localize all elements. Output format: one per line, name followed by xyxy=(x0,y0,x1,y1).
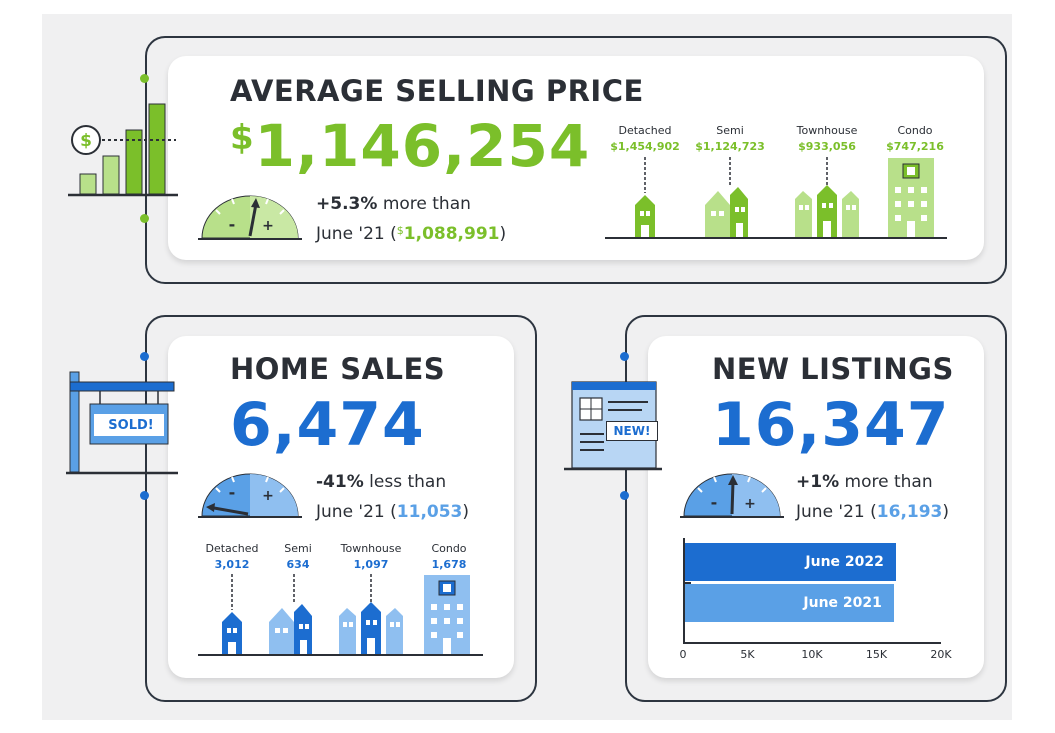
home-sales-title: HOME SALES xyxy=(230,352,446,386)
home-sales-change-text: less than xyxy=(369,472,447,492)
avg-price-outline xyxy=(145,36,1007,284)
home-sales-dot-bottom xyxy=(140,491,149,500)
x-tick-label: 20K xyxy=(930,648,952,661)
avg-price-compare-value: 1,088,991 xyxy=(403,224,500,244)
avg-type-value-townhouse: $933,056 xyxy=(798,140,856,153)
x-tick-label: 5K xyxy=(740,648,755,661)
new-listings-dot-bottom xyxy=(620,491,629,500)
svg-text:-: - xyxy=(711,493,718,512)
new-listings-title: NEW LISTINGS xyxy=(712,352,954,386)
new-listings-compare-line: June '21 (16,193) xyxy=(796,502,949,522)
semi-house-icon xyxy=(705,157,748,237)
avg-price-currency: $ xyxy=(230,118,255,158)
avg-price-value: $1,146,254 xyxy=(230,112,590,180)
svg-text:+: + xyxy=(262,488,274,504)
avg-price-dot-bottom xyxy=(140,214,149,223)
new-listings-compare-value: 16,193 xyxy=(876,502,943,522)
house-types-icons-blue xyxy=(198,574,483,656)
sales-type-label-condo: Condo xyxy=(431,542,467,555)
new-listings-change-line: +1% more than xyxy=(796,472,933,492)
home-sales-dot-top xyxy=(140,352,149,361)
home-sales-change: -41% xyxy=(316,472,364,492)
x-tick-label: 0 xyxy=(679,648,687,661)
gauge-icon-blue-sales: - + xyxy=(198,473,302,518)
avg-price-number: 1,146,254 xyxy=(254,112,591,180)
gauge-icon-blue-listings: - + xyxy=(680,473,784,518)
bar-june-2022 xyxy=(685,543,896,581)
bar-chart-dollar-icon: $ xyxy=(68,103,178,197)
avg-price-compare-line: June '21 ($1,088,991) xyxy=(316,224,506,244)
avg-price-dot-top xyxy=(140,74,149,83)
new-listing-document-icon xyxy=(564,381,662,471)
sales-type-label-semi: Semi xyxy=(284,542,312,555)
svg-text:-: - xyxy=(229,483,236,502)
sales-type-label-detached: Detached xyxy=(205,542,259,555)
x-tick-label: 15K xyxy=(865,648,888,661)
townhouse-icon-blue xyxy=(339,574,403,654)
new-listings-compare-suffix: ) xyxy=(942,502,950,522)
gauge-icon-green: - + xyxy=(198,195,302,240)
avg-type-value-condo: $747,216 xyxy=(886,140,944,153)
new-sign-text: NEW! xyxy=(606,421,658,441)
sales-type-label-townhouse: Townhouse xyxy=(340,542,402,555)
home-sales-compare-value: 11,053 xyxy=(396,502,463,522)
house-types-icons-green xyxy=(605,157,947,239)
x-tick-label: 10K xyxy=(801,648,823,661)
avg-price-change: +5.3% xyxy=(316,194,378,214)
new-listings-change: +1% xyxy=(796,472,840,492)
sales-type-value-condo: 1,678 xyxy=(431,558,467,571)
avg-price-change-text: more than xyxy=(382,194,471,214)
avg-price-title: AVERAGE SELLING PRICE xyxy=(230,74,644,108)
avg-type-value-semi: $1,124,723 xyxy=(695,140,765,153)
townhouse-icon xyxy=(795,157,859,237)
avg-type-label-detached: Detached xyxy=(618,124,672,137)
sold-sign-text: SOLD! xyxy=(108,418,154,433)
avg-type-value-detached: $1,454,902 xyxy=(610,140,680,153)
new-listings-dot-top xyxy=(620,352,629,361)
new-listings-value: 16,347 xyxy=(712,390,950,460)
sold-sign-icon xyxy=(66,371,178,475)
home-sales-change-line: -41% less than xyxy=(316,472,446,492)
chart-axis-tick-mark xyxy=(683,582,691,584)
avg-price-compare-suffix: ) xyxy=(499,224,507,244)
sales-type-value-detached: 3,012 xyxy=(214,558,250,571)
avg-type-label-condo: Condo xyxy=(897,124,933,137)
sales-type-value-townhouse: 1,097 xyxy=(353,558,389,571)
new-listings-compare-prefix: June '21 ( xyxy=(796,502,877,522)
home-sales-outline xyxy=(145,315,537,702)
detached-house-icon-blue xyxy=(222,574,242,654)
avg-price-change-line: +5.3% more than xyxy=(316,194,471,214)
listings-bar-chart: June 2022 June 2021 0 5K 10K 15K 20K xyxy=(680,538,952,663)
home-sales-value: 6,474 xyxy=(230,390,425,460)
bar-june-2021 xyxy=(685,584,894,622)
home-sales-compare-prefix: June '21 ( xyxy=(316,502,397,522)
condo-building-icon xyxy=(888,158,934,237)
avg-type-label-semi: Semi xyxy=(716,124,744,137)
bar-label-june-2021: June 2021 xyxy=(803,595,882,611)
svg-text:+: + xyxy=(262,218,274,234)
home-sales-compare-suffix: ) xyxy=(462,502,470,522)
avg-price-compare-prefix: June '21 ( xyxy=(316,224,397,244)
detached-house-icon xyxy=(635,157,655,237)
avg-price-compare-currency: $ xyxy=(396,224,404,237)
home-sales-compare-line: June '21 (11,053) xyxy=(316,502,469,522)
svg-text:-: - xyxy=(229,215,236,234)
chart-y-axis xyxy=(683,538,685,644)
condo-building-icon-blue xyxy=(424,575,470,654)
sales-type-value-semi: 634 xyxy=(286,558,310,571)
new-listings-outline xyxy=(625,315,1007,702)
bar-label-june-2022: June 2022 xyxy=(805,554,884,570)
new-listings-change-text: more than xyxy=(844,472,933,492)
semi-house-icon-blue xyxy=(269,574,312,654)
avg-type-label-townhouse: Townhouse xyxy=(796,124,858,137)
svg-text:$: $ xyxy=(80,131,92,151)
chart-x-axis xyxy=(683,642,941,644)
svg-text:+: + xyxy=(744,496,756,512)
